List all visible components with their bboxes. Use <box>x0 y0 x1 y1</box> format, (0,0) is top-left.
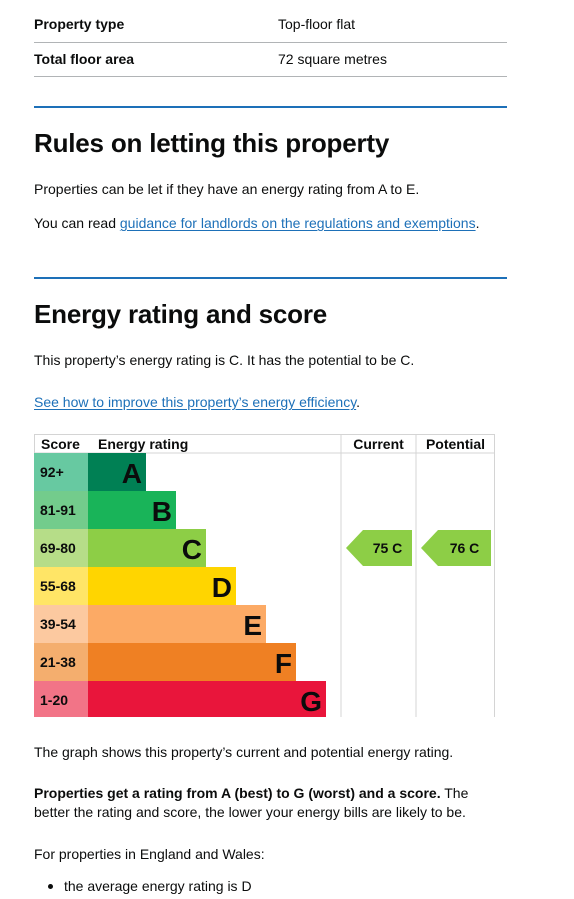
letting-paragraph: Properties can be let if they have an en… <box>34 181 420 197</box>
band-score-cell <box>34 453 88 491</box>
band-score-cell <box>34 681 88 717</box>
rating-explanation-bold: Properties get a rating from A (best) to… <box>34 785 441 801</box>
list-item: the average energy rating is D <box>34 877 252 896</box>
band-bar <box>88 605 266 643</box>
band-score-label: 92+ <box>40 464 64 480</box>
band-score-cell <box>34 567 88 605</box>
letting-heading: Rules on letting this property <box>34 128 390 158</box>
band-bar <box>88 681 326 717</box>
improve-suffix: . <box>356 394 361 410</box>
band-score-cell <box>34 605 88 643</box>
summary-key: Total floor area <box>34 51 135 67</box>
rating-column-header: Energy rating <box>98 436 188 452</box>
band-score-cell <box>34 491 88 529</box>
band-letter: C <box>182 534 202 565</box>
band-letter: B <box>152 496 172 527</box>
average-list: the average energy rating is D <box>34 877 252 896</box>
band-score-cell <box>34 643 88 681</box>
band-letter: E <box>243 610 262 641</box>
current-rating-arrow <box>346 530 412 566</box>
band-letter: A <box>122 458 142 489</box>
improve-link[interactable]: See how to improve this property’s energ… <box>34 394 357 410</box>
band-letter: F <box>275 648 292 679</box>
band-score-label: 1-20 <box>40 692 68 708</box>
summary-key: Property type <box>34 16 125 32</box>
summary-row-property-type: Property type Top-floor flat <box>34 8 507 43</box>
energy-rating-chart: Score Energy rating Current Potential 92+ A 81… <box>34 434 495 717</box>
current-rating-label: 75 C <box>373 540 403 556</box>
rating-explanation-rest: The better the rating and score, the low… <box>34 785 469 820</box>
summary-row-floor-area: Total floor area 72 square metres <box>34 43 507 77</box>
band-bar <box>88 529 206 567</box>
guidance-prefix: You can read <box>34 215 120 231</box>
summary-value: 72 square metres <box>278 51 387 67</box>
guidance-paragraph: You can read guidance for landlords on t… <box>34 214 507 233</box>
improve-paragraph: See how to improve this property’s energ… <box>34 393 507 412</box>
band-bar <box>88 643 296 681</box>
rating-explanation: Properties get a rating from A (best) to… <box>34 784 507 822</box>
band-bar <box>88 567 236 605</box>
guidance-link[interactable]: guidance for landlords on the regulation… <box>119 215 476 231</box>
energy-heading: Energy rating and score <box>34 299 328 329</box>
section-divider <box>34 277 507 279</box>
band-letter: G <box>300 686 322 717</box>
region-text: For properties in England and Wales: <box>34 846 265 862</box>
potential-rating-arrow <box>421 530 491 566</box>
guidance-suffix: . <box>475 215 480 231</box>
summary-value: Top-floor flat <box>278 16 356 32</box>
potential-column-header: Potential <box>426 436 485 452</box>
band-score-label: 55-68 <box>40 578 76 594</box>
section-divider <box>34 106 507 108</box>
score-column-header: Score <box>41 436 80 452</box>
band-score-label: 21-38 <box>40 654 76 670</box>
band-letter: D <box>212 572 232 603</box>
band-score-label: 39-54 <box>40 616 76 632</box>
band-score-label: 69-80 <box>40 540 76 556</box>
band-score-cell <box>34 529 88 567</box>
band-bar <box>88 491 176 529</box>
graph-description: The graph shows this property’s current … <box>34 744 454 760</box>
band-score-label: 81-91 <box>40 502 76 518</box>
potential-rating-label: 76 C <box>450 540 480 556</box>
current-column-header: Current <box>353 436 404 452</box>
band-bar <box>88 453 146 491</box>
energy-rating-text: This property’s energy rating is C. It h… <box>34 352 415 368</box>
